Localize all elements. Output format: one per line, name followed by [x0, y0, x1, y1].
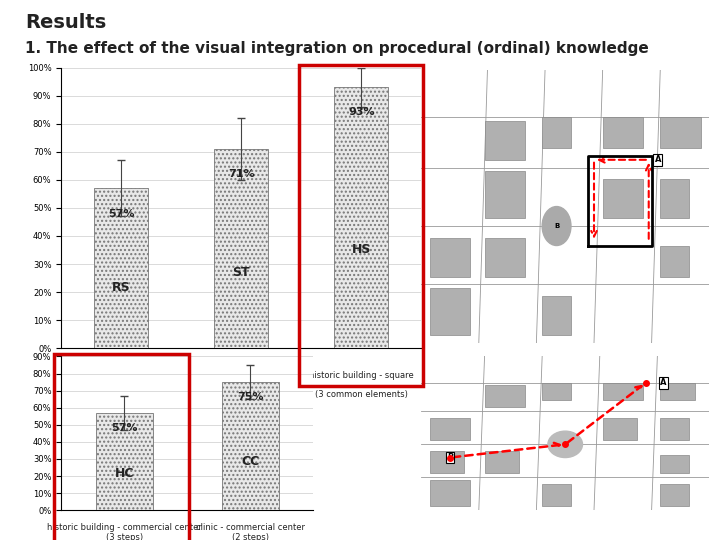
Bar: [603, 418, 637, 440]
Bar: [430, 418, 470, 440]
Bar: [660, 484, 689, 506]
Text: B: B: [554, 223, 559, 229]
Bar: [430, 288, 470, 335]
Text: 57%: 57%: [111, 423, 138, 433]
Text: HS: HS: [351, 242, 371, 255]
Bar: [542, 117, 571, 148]
Text: historic building - square: historic building - square: [309, 371, 413, 380]
Bar: [430, 480, 470, 506]
Text: historic building - commercial center: historic building - commercial center: [47, 523, 202, 531]
Text: (2 common elements): (2 common elements): [75, 390, 168, 400]
Text: B: B: [447, 453, 453, 462]
Bar: [430, 451, 464, 473]
Bar: [660, 383, 695, 400]
Text: A: A: [654, 156, 661, 164]
Bar: [660, 246, 689, 276]
Bar: [660, 455, 689, 473]
Bar: [485, 385, 525, 407]
Bar: [215, 149, 268, 348]
Bar: [542, 296, 571, 335]
Bar: [485, 238, 525, 276]
Text: school - tree: school - tree: [215, 371, 267, 380]
Bar: [603, 117, 643, 148]
Text: 75%: 75%: [237, 393, 264, 402]
Text: 93%: 93%: [348, 107, 374, 117]
Bar: [542, 383, 571, 400]
Bar: [485, 451, 519, 473]
Text: A: A: [660, 379, 667, 387]
Circle shape: [548, 431, 582, 457]
Bar: [334, 87, 388, 348]
Bar: [660, 179, 689, 218]
Text: (1 common element): (1 common element): [197, 390, 285, 400]
Bar: [430, 238, 470, 276]
Text: 71%: 71%: [228, 169, 254, 179]
Text: ST: ST: [233, 266, 250, 279]
Text: (2 steps): (2 steps): [232, 534, 269, 540]
Bar: [96, 413, 153, 510]
Text: (3 steps): (3 steps): [106, 534, 143, 540]
Bar: [222, 382, 279, 510]
Bar: [603, 179, 643, 218]
Bar: [603, 383, 643, 400]
Bar: [94, 188, 148, 348]
Bar: [542, 484, 571, 506]
Circle shape: [542, 206, 571, 246]
Text: HC: HC: [114, 467, 134, 480]
Text: restaurant - school: restaurant - school: [81, 371, 161, 380]
Bar: [485, 172, 525, 218]
Text: Results: Results: [25, 14, 107, 32]
Bar: [485, 121, 525, 160]
Text: clinic - commercial center: clinic - commercial center: [196, 523, 305, 531]
Text: RS: RS: [112, 281, 130, 294]
Text: 57%: 57%: [108, 208, 135, 219]
Bar: [660, 117, 701, 148]
Text: CC: CC: [241, 455, 259, 468]
Bar: [660, 418, 689, 440]
Text: (3 common elements): (3 common elements): [315, 390, 408, 400]
Text: 1. The effect of the visual integration on procedural (ordinal) knowledge: 1. The effect of the visual integration …: [25, 40, 649, 56]
